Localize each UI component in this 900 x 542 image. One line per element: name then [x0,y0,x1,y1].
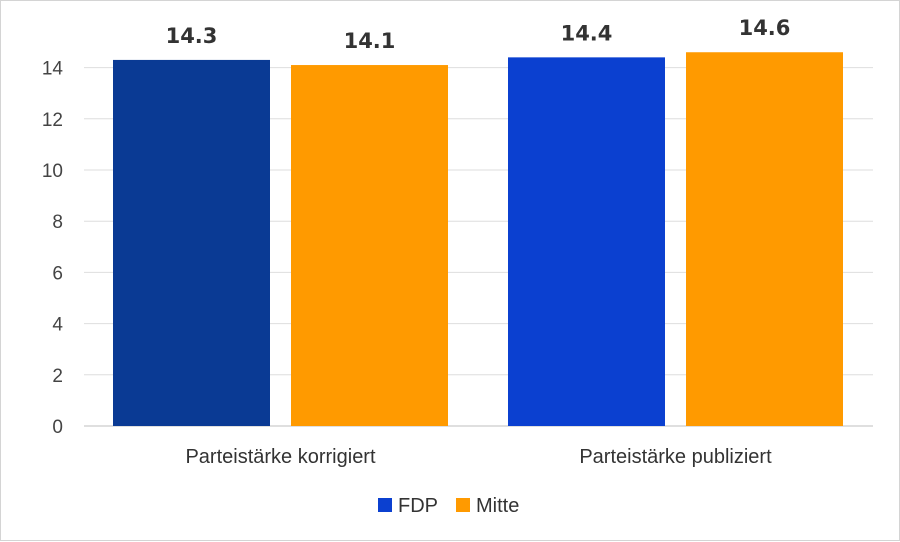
y-tick-label: 0 [52,417,63,438]
bar-fdp-1 [113,59,270,427]
bar-mitte-1 [291,65,448,426]
data-label: 14.6 [739,16,791,40]
y-axis-ticks: 0 2 4 6 8 10 12 14 [42,59,64,438]
data-label: 14.3 [166,24,218,48]
category-label: Parteistärke korrigiert [185,446,376,468]
legend-label: Mitte [476,495,519,517]
data-label: 14.4 [561,21,613,45]
y-tick-label: 2 [52,366,63,387]
legend-swatch-mitte [456,498,470,512]
bar-fdp-2 [508,57,665,427]
x-axis-categories: Parteistärke korrigiert Parteistärke publ… [185,446,772,468]
legend-label: FDP [398,495,438,517]
y-tick-label: 4 [52,315,63,336]
legend-swatch-fdp [378,498,392,512]
y-tick-label: 14 [42,59,64,80]
bars [113,52,843,427]
bar-mitte-2 [686,52,843,427]
legend: FDP Mitte [378,495,519,517]
category-label: Parteistärke publiziert [579,446,772,468]
y-tick-label: 10 [42,161,63,182]
y-tick-label: 12 [42,110,63,131]
y-tick-label: 6 [52,263,63,284]
y-tick-label: 8 [52,212,63,233]
data-label: 14.1 [344,29,396,53]
data-labels: 14.3 14.1 14.4 14.6 [166,16,791,53]
